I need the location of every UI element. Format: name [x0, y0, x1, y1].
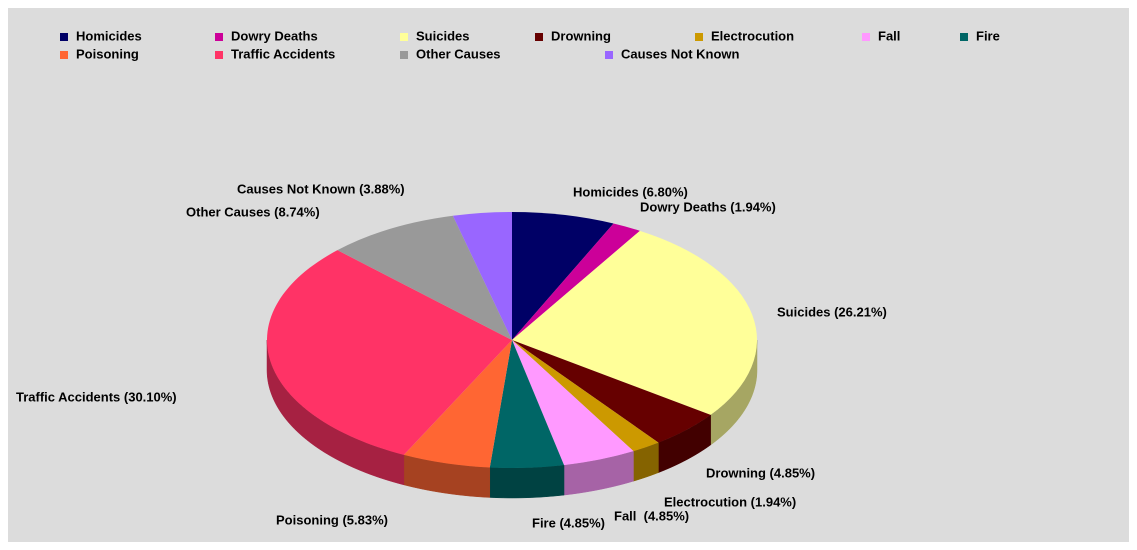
pie-slice	[512, 212, 614, 340]
legend-label: Drowning	[551, 28, 611, 43]
pie-slice	[337, 215, 512, 340]
data-label: Dowry Deaths (1.94%)	[640, 199, 776, 214]
data-label: Suicides (26.21%)	[777, 304, 887, 319]
legend-swatch	[215, 33, 223, 41]
data-label: Drowning (4.85%)	[706, 465, 815, 480]
data-label: Other Causes (8.74%)	[186, 204, 320, 219]
legend-swatch	[215, 51, 223, 59]
pie-slice	[512, 340, 659, 452]
legend-label: Fire	[976, 28, 1000, 43]
legend-label: Traffic Accidents	[231, 46, 335, 61]
legend-swatch	[400, 51, 408, 59]
pie-slice	[512, 223, 640, 340]
data-label: Traffic Accidents (30.10%)	[16, 389, 177, 404]
data-label: Fall (4.85%)	[614, 508, 689, 523]
legend-label: Suicides	[416, 28, 469, 43]
legend-swatch	[60, 33, 68, 41]
legend-label: Fall	[878, 28, 900, 43]
pie-slice	[403, 340, 512, 468]
legend-label: Causes Not Known	[621, 46, 740, 61]
data-label: Fire (4.85%)	[532, 515, 605, 530]
data-label: Homicides (6.80%)	[573, 184, 688, 199]
legend-label: Other Causes	[416, 46, 501, 61]
pie-slice	[266, 250, 512, 455]
pie-slice	[512, 230, 757, 415]
pie-slice	[489, 340, 565, 468]
data-label: Electrocution (1.94%)	[664, 494, 796, 509]
data-label: Causes Not Known (3.88%)	[237, 181, 405, 196]
legend-label: Homicides	[76, 28, 142, 43]
legend-swatch	[862, 33, 870, 41]
legend-label: Dowry Deaths	[231, 28, 318, 43]
data-label: Poisoning (5.83%)	[276, 512, 388, 527]
legend-swatch	[605, 51, 613, 59]
slice-side	[489, 464, 565, 499]
pie-slice	[452, 212, 512, 340]
legend-swatch	[60, 51, 68, 59]
legend-swatch	[400, 33, 408, 41]
pie-slice	[512, 340, 711, 443]
legend-label: Poisoning	[76, 46, 139, 61]
legend-swatch	[695, 33, 703, 41]
legend-swatch	[960, 33, 968, 41]
legend-swatch	[535, 33, 543, 41]
legend-label: Electrocution	[711, 28, 794, 43]
pie-slice	[512, 340, 634, 466]
